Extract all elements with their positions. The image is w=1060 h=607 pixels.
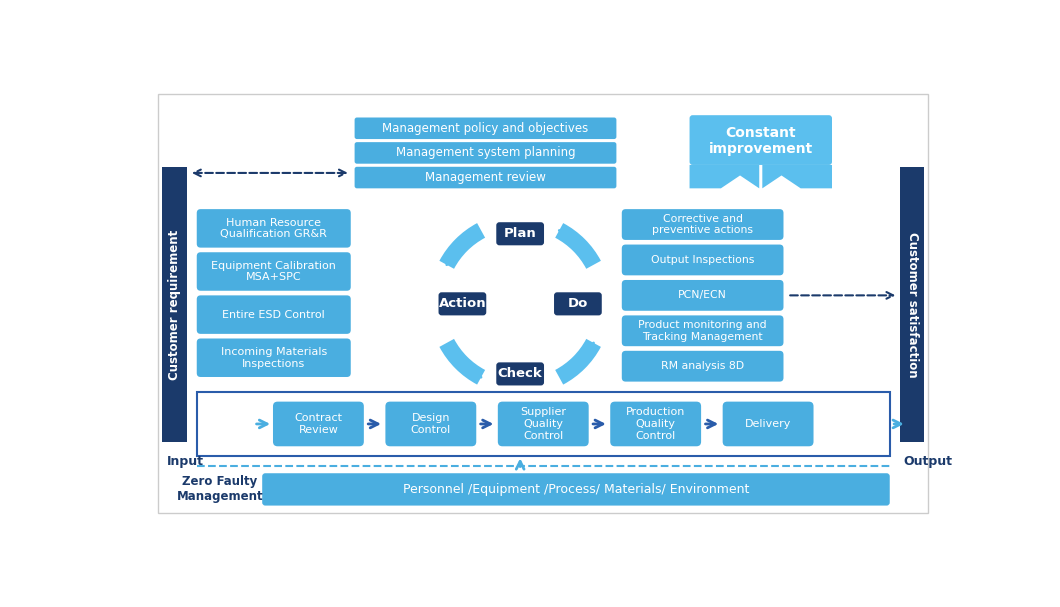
- FancyBboxPatch shape: [498, 402, 588, 446]
- FancyBboxPatch shape: [197, 296, 351, 334]
- FancyBboxPatch shape: [197, 253, 351, 291]
- Text: PCN/ECN: PCN/ECN: [678, 290, 727, 300]
- Text: Incoming Materials
Inspections: Incoming Materials Inspections: [220, 347, 326, 368]
- Text: Zero Faulty
Management: Zero Faulty Management: [177, 475, 263, 503]
- FancyBboxPatch shape: [197, 209, 351, 248]
- Bar: [162, 167, 187, 443]
- Circle shape: [437, 221, 603, 387]
- FancyBboxPatch shape: [690, 115, 832, 165]
- Text: Customer requirement: Customer requirement: [167, 229, 181, 380]
- Text: Human Resource
Qualification GR&R: Human Resource Qualification GR&R: [220, 217, 328, 239]
- FancyBboxPatch shape: [622, 280, 783, 311]
- Text: Entire ESD Control: Entire ESD Control: [223, 310, 325, 320]
- Text: Output Inspections: Output Inspections: [651, 255, 755, 265]
- FancyBboxPatch shape: [496, 222, 544, 245]
- Text: Plan: Plan: [504, 227, 536, 240]
- Bar: [158, 95, 929, 512]
- Polygon shape: [762, 165, 832, 188]
- FancyBboxPatch shape: [355, 118, 617, 139]
- FancyBboxPatch shape: [622, 351, 783, 382]
- FancyBboxPatch shape: [355, 167, 617, 188]
- Text: Management review: Management review: [425, 171, 546, 184]
- Text: Product monitoring and
Tracking Management: Product monitoring and Tracking Manageme…: [638, 320, 767, 342]
- Text: Equipment Calibration
MSA+SPC: Equipment Calibration MSA+SPC: [211, 260, 336, 282]
- Bar: [900, 167, 924, 443]
- FancyBboxPatch shape: [723, 402, 813, 446]
- FancyBboxPatch shape: [622, 209, 783, 240]
- FancyBboxPatch shape: [496, 362, 544, 385]
- FancyBboxPatch shape: [439, 293, 487, 316]
- Text: Personnel /Equipment /Process/ Materials/ Environment: Personnel /Equipment /Process/ Materials…: [403, 483, 749, 496]
- FancyBboxPatch shape: [197, 339, 351, 377]
- Text: Production
Quality
Control: Production Quality Control: [626, 407, 686, 441]
- Bar: [197, 392, 889, 455]
- FancyBboxPatch shape: [386, 402, 476, 446]
- Polygon shape: [690, 165, 759, 188]
- Text: Management policy and objectives: Management policy and objectives: [383, 122, 588, 135]
- Text: Customer satisfaction: Customer satisfaction: [905, 232, 919, 378]
- Text: Design
Control: Design Control: [410, 413, 450, 435]
- FancyBboxPatch shape: [611, 402, 701, 446]
- FancyBboxPatch shape: [262, 473, 889, 506]
- Text: Constant
improvement: Constant improvement: [709, 126, 813, 156]
- FancyBboxPatch shape: [355, 142, 617, 164]
- Text: Supplier
Quality
Control: Supplier Quality Control: [520, 407, 566, 441]
- Text: Input: Input: [166, 455, 204, 468]
- Text: Action: Action: [439, 297, 487, 310]
- FancyBboxPatch shape: [273, 402, 364, 446]
- FancyBboxPatch shape: [622, 316, 783, 346]
- Text: Check: Check: [498, 367, 543, 381]
- FancyBboxPatch shape: [554, 293, 602, 316]
- Text: RM analysis 8D: RM analysis 8D: [661, 361, 744, 371]
- FancyBboxPatch shape: [622, 245, 783, 276]
- Text: Do: Do: [568, 297, 588, 310]
- Text: Contract
Review: Contract Review: [295, 413, 342, 435]
- Text: Delivery: Delivery: [745, 419, 791, 429]
- Text: Output: Output: [904, 455, 953, 468]
- Text: Corrective and
preventive actions: Corrective and preventive actions: [652, 214, 754, 236]
- Text: Management system planning: Management system planning: [395, 146, 576, 160]
